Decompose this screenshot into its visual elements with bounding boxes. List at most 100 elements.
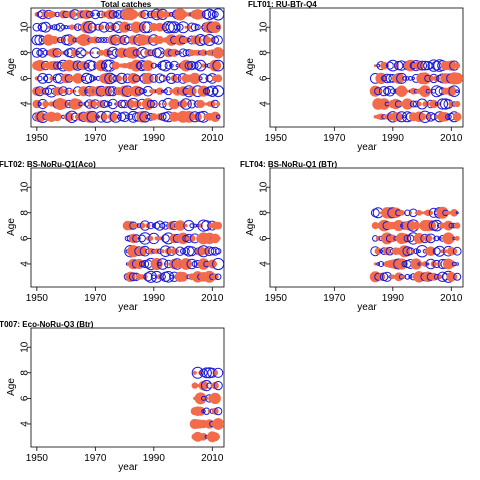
bubble-negative [201,367,212,379]
bubble-negative [95,37,102,43]
bubble-positive [200,49,208,57]
bubble-positive [212,418,225,430]
bubble-negative [403,234,412,243]
bubble-negative [413,248,420,255]
bubble-negative [98,21,110,33]
plot-frame [30,327,225,448]
y-axis-label: Age [245,218,256,236]
bubble-negative [125,114,130,120]
bubble-negative [382,73,392,84]
bubble-negative [190,23,199,32]
plot-frame [30,7,225,128]
bubble-positive [378,98,390,110]
bubble-negative [417,60,428,71]
bubble-negative [455,262,459,266]
bubble-positive [192,370,197,375]
bubble-positive [373,64,377,68]
bubble-negative [427,59,440,72]
bubble-positive [150,257,163,270]
bubble-positive [189,72,201,85]
bubble-negative [210,246,220,256]
bubble-positive [137,246,147,257]
bubble-negative [381,75,387,82]
bubble-negative [180,98,192,110]
bubble-negative [180,248,187,255]
bubble-positive [446,86,457,97]
panel-title: FLT04: BS-NoRu-Q1 (BTr) [240,160,338,169]
y-axis-ticks: 4 6 8 10 [20,21,31,107]
x-axis-label: year [357,302,377,313]
bubble-positive [160,249,165,254]
bubble-positive [393,72,405,84]
bubbles [189,366,225,443]
bubble-positive [100,113,108,121]
bubble-positive [180,258,192,270]
bubble-positive [215,235,221,241]
bubble-positive [148,75,154,81]
x-tick-label: 1970 [323,293,346,304]
bubble-negative [37,47,48,58]
bubble-negative [191,61,199,70]
panel-title: Total catches [101,0,152,9]
y-tick-label: 6 [259,75,270,81]
x-axis-ticks: 1950 1970 1990 2010 [26,127,224,144]
bubble-negative [81,72,93,85]
bubble-negative [214,407,223,416]
bubble-positive [47,25,50,29]
bubble-negative [184,61,194,70]
bubble-negative [212,59,225,72]
x-axis-label: year [118,462,138,473]
bubbles [369,59,464,124]
x-axis-ticks: 1950 1970 1990 2010 [265,287,463,304]
bubble-negative [405,76,410,81]
bubble-negative [159,273,166,281]
bubble-positive [130,85,142,97]
panel-total-catches: Total catches 1950 1970 1990 2010 4 6 8 10 yea… [6,0,225,153]
bubble-positive [388,234,397,243]
bubble-negative [455,211,459,215]
x-tick-label: 1950 [26,453,49,464]
bubble-negative [144,270,157,283]
plot-frame [30,167,225,288]
bubble-positive [170,48,179,57]
bubble-positive [142,98,155,111]
bubbles [369,206,462,283]
y-tick-label: 6 [259,235,270,241]
y-tick-label: 4 [20,421,31,427]
bubble-negative [452,246,462,256]
panel-flt04: FLT04: BS-NoRu-Q1 (BTr) 1950 1970 1990 2010… [240,160,464,313]
y-axis-ticks: 4 6 8 10 [20,341,31,427]
bubble-positive [136,101,142,107]
bubble-positive [184,224,188,228]
bubble-negative [157,60,168,71]
bubble-positive [209,21,222,34]
bubble-negative [214,273,222,281]
x-tick-label: 1950 [265,133,288,144]
bubble-negative [140,259,150,269]
x-tick-label: 1970 [84,133,107,144]
bubble-negative [448,222,455,229]
bubble-positive [188,234,196,242]
bubble-negative [165,21,178,34]
bubble-negative [402,76,407,81]
y-tick-label: 4 [20,261,31,267]
bubble-positive [447,260,456,268]
panel-title: FLT01: RU-BTr-Q4 [248,0,317,9]
bubble-negative [417,262,421,266]
plot-frame [269,167,464,288]
y-tick-label: 10 [259,181,270,193]
bubble-positive [209,59,222,72]
x-tick-label: 1970 [84,293,107,304]
x-tick-label: 1970 [323,133,346,144]
bubble-negative [101,37,108,43]
bubble-positive [78,86,89,97]
bubble-negative [153,222,161,230]
x-tick-label: 1990 [143,133,166,144]
bubble-positive [164,247,172,255]
bubble-positive [208,100,216,108]
y-tick-label: 8 [20,50,31,56]
bubble-negative [402,115,407,119]
bubble-negative [164,61,173,70]
panel-flt02: FLT02: BS-NoRu-Q1(Aco) 1950 1970 1990 2010 … [0,160,225,313]
bubble-negative [208,247,217,256]
